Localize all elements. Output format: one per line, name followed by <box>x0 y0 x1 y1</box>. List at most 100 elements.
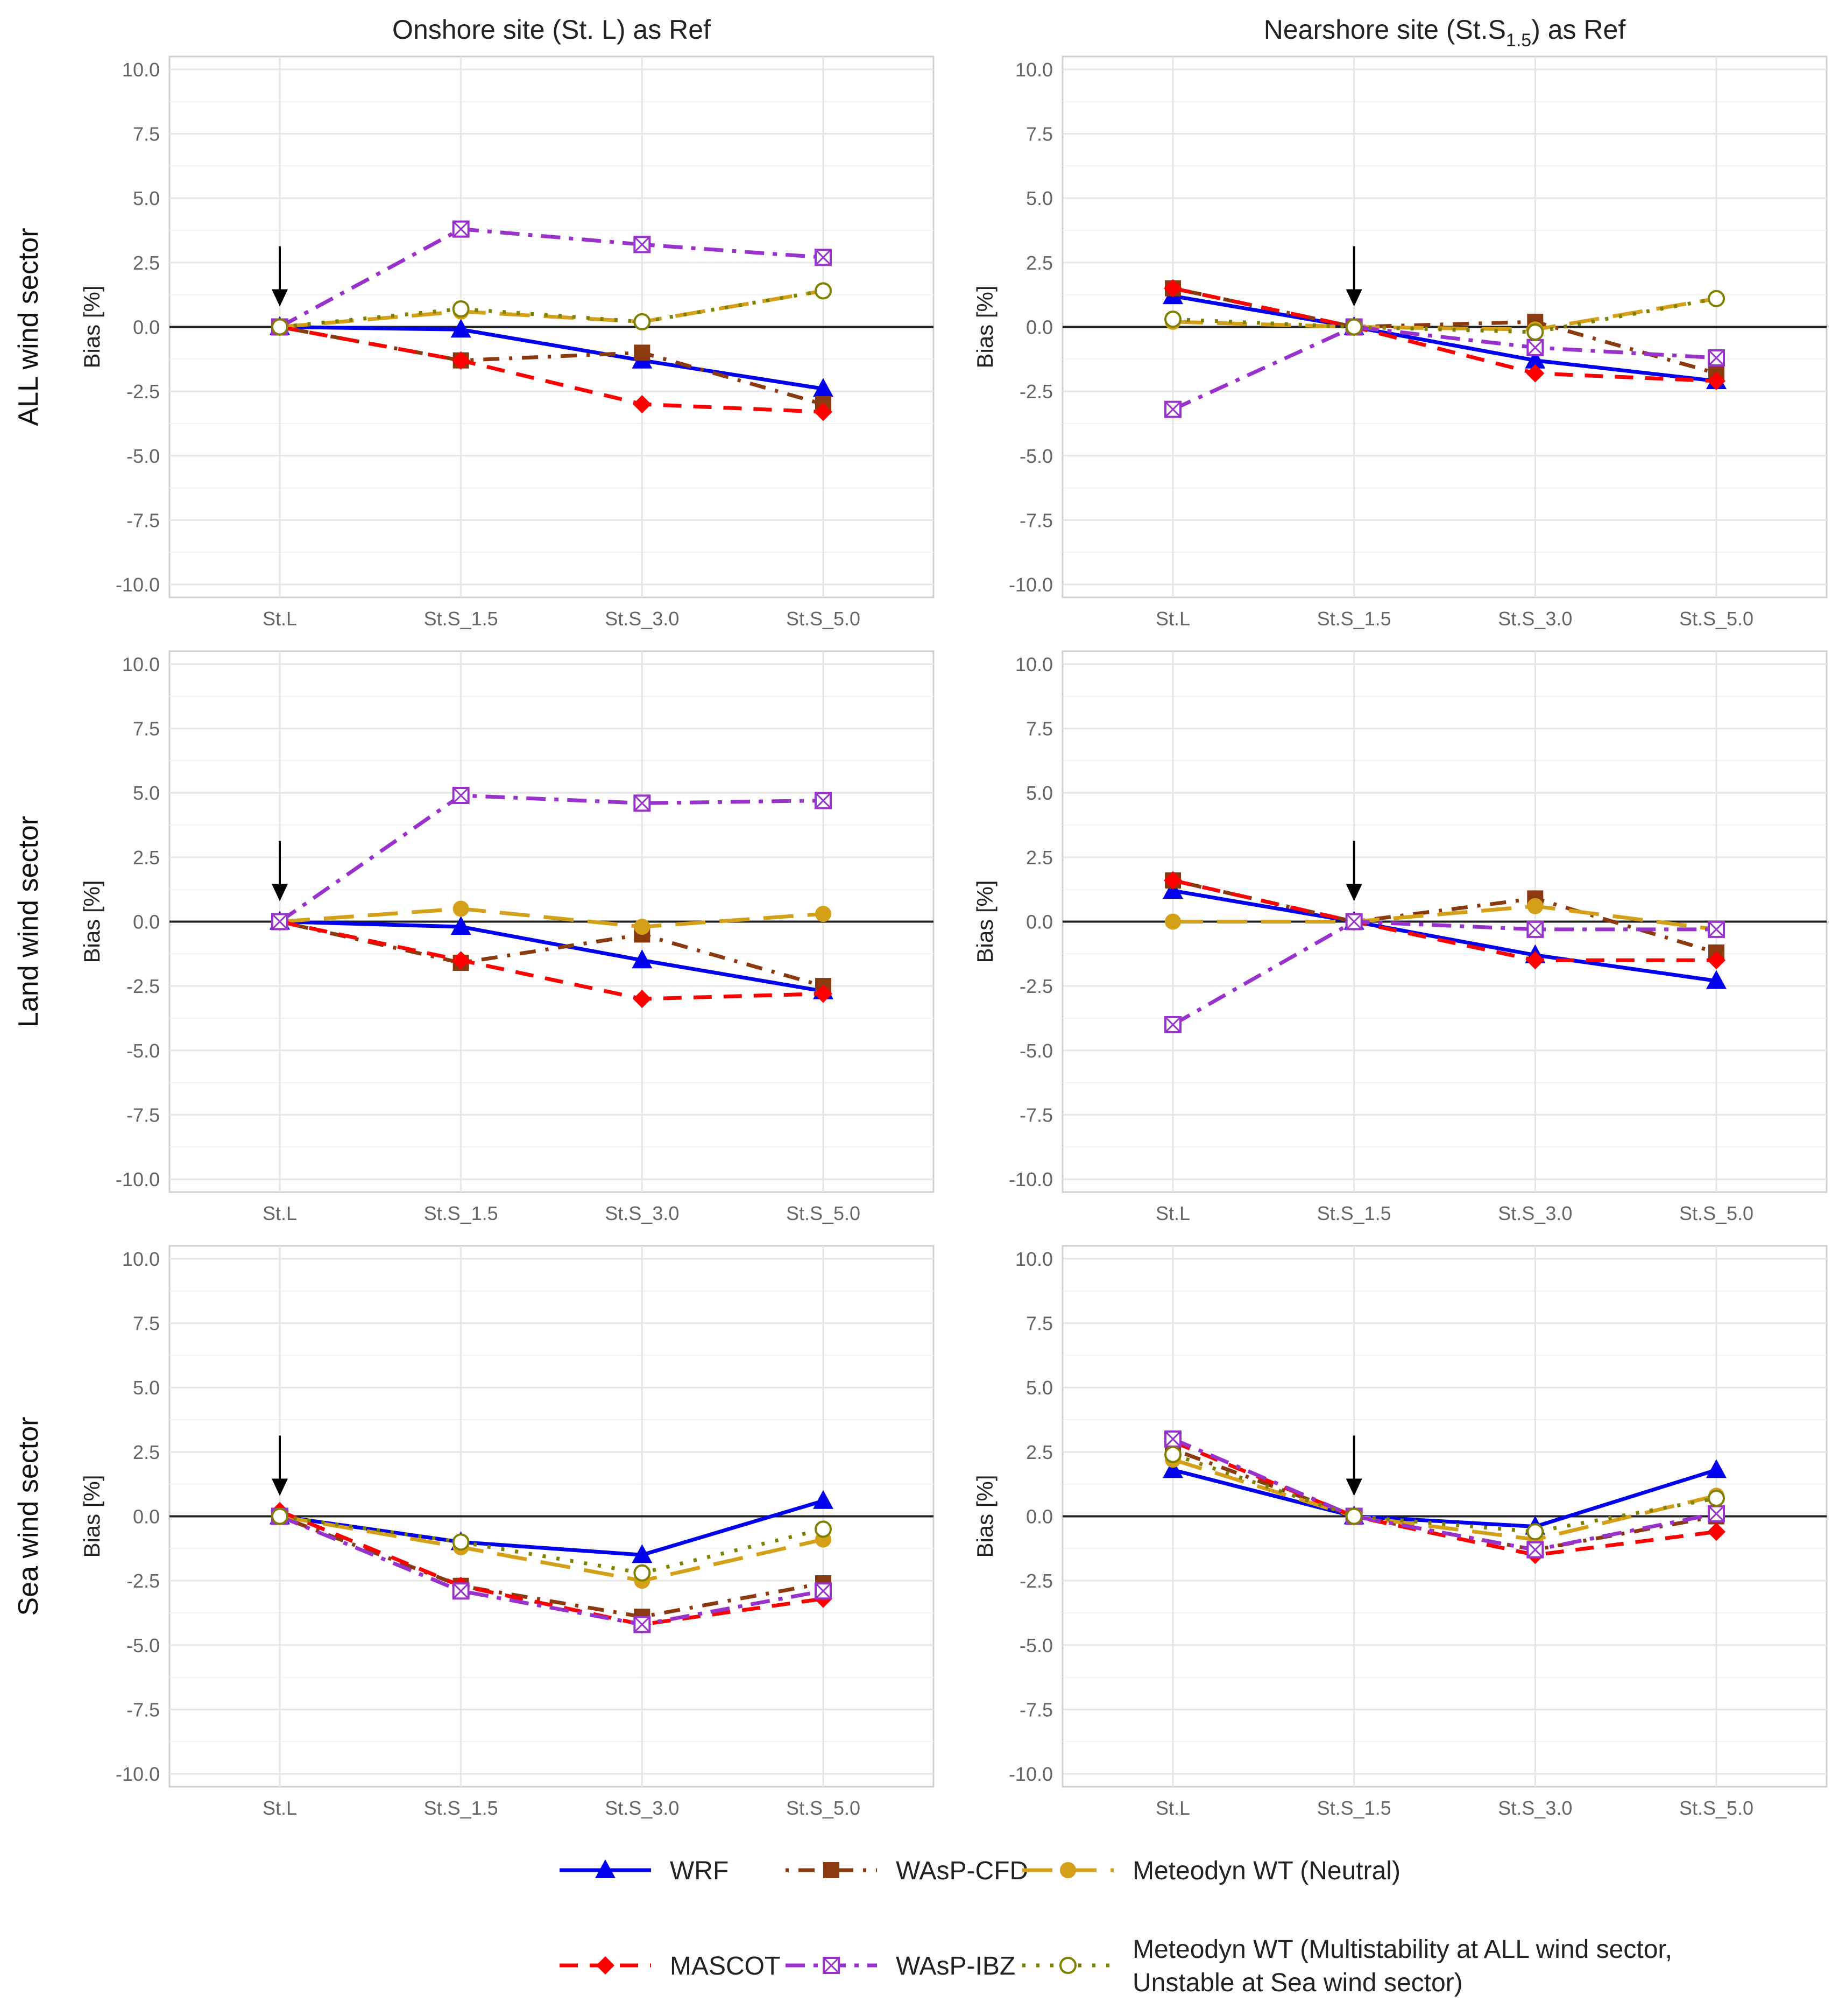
legend-item-wasp-ibz: WAsP-IBZ <box>786 1952 1015 1980</box>
data-point <box>814 984 832 1003</box>
data-point <box>1164 279 1182 298</box>
x-tick-label: St.S_3.0 <box>605 1797 679 1819</box>
series-line <box>278 793 824 924</box>
series-line <box>1172 1468 1717 1529</box>
series-line <box>279 1514 824 1583</box>
x-tick-label: St.S_5.0 <box>786 1202 860 1224</box>
legend: WRF WAsP-CFD Meteodyn WT (Neutral) MASCOT WA… <box>560 1857 1672 1997</box>
data-point <box>271 1507 288 1525</box>
panel-r1-c0: 10.0 7.5 5.0 2.5 0.0 -2.5 -5.0 -7.5 -10.0 St.L St.… <box>79 650 935 1224</box>
data-point <box>633 236 651 253</box>
y-tick-label: 10.0 <box>122 653 160 675</box>
data-point <box>1526 364 1545 383</box>
y-tick-label: 2.5 <box>1026 252 1053 274</box>
y-tick-label: -10.0 <box>1009 1168 1053 1190</box>
y-tick-label: -7.5 <box>126 509 160 531</box>
data-point <box>1163 1459 1183 1478</box>
legend-item-wrf: WRF <box>560 1857 729 1885</box>
x-tick-label: St.S_3.0 <box>605 608 679 630</box>
row-title-1: Land wind sector <box>13 816 44 1027</box>
data-point <box>634 919 650 935</box>
y-tick-label: 2.5 <box>1026 847 1053 869</box>
series-line <box>279 920 824 993</box>
panel-r1-c1: 10.0 7.5 5.0 2.5 0.0 -2.5 -5.0 -7.5 -10.0 St.L St.… <box>972 650 1828 1224</box>
legend-swatch-marker <box>823 1862 839 1878</box>
y-tick-label: -2.5 <box>1020 975 1053 997</box>
legend-item-meteodynn: Meteodyn WT (Neutral) <box>1022 1857 1401 1885</box>
series-line <box>279 1509 824 1626</box>
data-point <box>1164 1430 1182 1448</box>
x-tick-label: St.L <box>1156 1797 1190 1819</box>
x-tick-label: St.S_1.5 <box>1317 608 1391 630</box>
y-tick-label: 10.0 <box>1015 653 1053 675</box>
y-tick-label: 2.5 <box>1026 1441 1053 1463</box>
y-axis-label: Bias [%] <box>972 285 998 368</box>
series-line <box>1172 1457 1717 1542</box>
reference-arrow <box>1346 1435 1362 1496</box>
data-point <box>452 1533 470 1551</box>
x-tick-label: St.S_3.0 <box>1498 1202 1572 1224</box>
y-tick-label: 7.5 <box>133 123 160 145</box>
legend-item-mascot: MASCOT <box>560 1952 780 1980</box>
data-point <box>1707 951 1725 970</box>
y-tick-label: 7.5 <box>133 1313 160 1335</box>
data-point <box>1345 1507 1363 1525</box>
data-point <box>815 282 832 300</box>
x-tick-label: St.S_5.0 <box>1679 608 1753 630</box>
y-tick-label: -5.0 <box>1020 1634 1053 1656</box>
data-point <box>633 1616 651 1633</box>
y-tick-label: -10.0 <box>1009 574 1053 596</box>
data-point <box>815 906 831 922</box>
y-tick-label: -7.5 <box>1020 1698 1053 1721</box>
data-point <box>1708 290 1725 307</box>
legend-swatch-marker <box>1060 1862 1076 1878</box>
x-tick-label: St.L <box>263 1797 297 1819</box>
series-line <box>279 325 824 414</box>
data-point <box>813 378 833 397</box>
series-meteodynm <box>1164 290 1725 341</box>
panel-r2-c1: 10.0 7.5 5.0 2.5 0.0 -2.5 -5.0 -7.5 -10.0 St.L St.… <box>972 1245 1828 1819</box>
x-tick-label: St.S_1.5 <box>424 608 498 630</box>
y-tick-label: 10.0 <box>1015 1248 1053 1270</box>
y-tick-label: -5.0 <box>1020 445 1053 467</box>
series-line <box>279 289 824 329</box>
data-point <box>1708 1490 1725 1507</box>
data-point <box>815 249 832 266</box>
data-point <box>450 319 471 338</box>
x-tick-label: St.L <box>1156 608 1190 630</box>
y-axis-label: Bias [%] <box>972 1475 998 1557</box>
y-tick-label: 5.0 <box>1026 1377 1053 1399</box>
data-point <box>452 1582 470 1600</box>
x-tick-label: St.S_1.5 <box>424 1797 498 1819</box>
data-point <box>451 951 470 970</box>
data-point <box>632 949 653 969</box>
y-tick-label: -10.0 <box>116 1168 160 1190</box>
y-tick-label: 0.0 <box>133 316 160 339</box>
data-point <box>452 787 470 804</box>
legend-label: WAsP-IBZ <box>896 1952 1015 1980</box>
y-axis-label: Bias [%] <box>972 880 998 963</box>
data-point <box>1708 920 1725 938</box>
panel-r0-c0: 10.0 7.5 5.0 2.5 0.0 -2.5 -5.0 -7.5 -10.0 St.L St.… <box>79 55 935 630</box>
legend-swatch-marker <box>1059 1957 1077 1974</box>
series-meteodynm <box>271 282 832 336</box>
x-tick-label: St.S_5.0 <box>786 608 860 630</box>
data-point <box>1345 318 1363 336</box>
data-point <box>1706 970 1727 989</box>
data-point <box>271 318 288 336</box>
series-line <box>279 227 824 329</box>
data-point <box>1525 349 1546 369</box>
data-point <box>1708 1505 1725 1522</box>
y-tick-label: -10.0 <box>116 574 160 596</box>
y-tick-label: 0.0 <box>1026 1506 1053 1528</box>
x-tick-label: St.S_1.5 <box>1317 1202 1391 1224</box>
y-axis-label: Bias [%] <box>79 1475 104 1557</box>
row-title-2: Sea wind sector <box>13 1417 44 1616</box>
series-line <box>1172 889 1717 983</box>
series-wasp-ibz <box>1164 913 1725 1033</box>
data-point <box>450 916 471 935</box>
y-tick-label: -5.0 <box>1020 1040 1053 1062</box>
y-tick-label: 10.0 <box>122 59 160 81</box>
column-title-nearshore: Nearshore site (St.S1.5) as Ref <box>1264 15 1626 51</box>
series-meteodynm <box>271 1507 832 1582</box>
